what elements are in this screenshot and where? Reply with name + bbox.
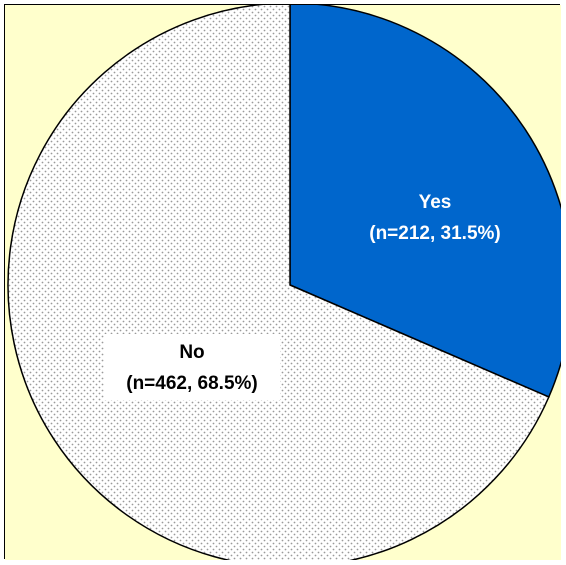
pie-chart: Yes (n=212, 31.5%) No (n=462, 68.5%) — [5, 5, 561, 560]
chart-frame: Yes (n=212, 31.5%) No (n=462, 68.5%) — [4, 4, 561, 560]
pie-slices — [7, 5, 561, 560]
slice-label-yes-value: (n=212, 31.5%) — [369, 223, 501, 244]
pie-labels: Yes (n=212, 31.5%) No (n=462, 68.5%) — [126, 192, 501, 394]
slice-label-no-background — [104, 334, 280, 400]
pie-slice-yes — [289, 5, 561, 398]
slice-label-yes-name: Yes — [419, 192, 452, 213]
slice-label-no-value: (n=462, 68.5%) — [126, 373, 258, 394]
pie-slice-no — [7, 5, 550, 560]
slice-label-no-name: No — [179, 342, 204, 363]
